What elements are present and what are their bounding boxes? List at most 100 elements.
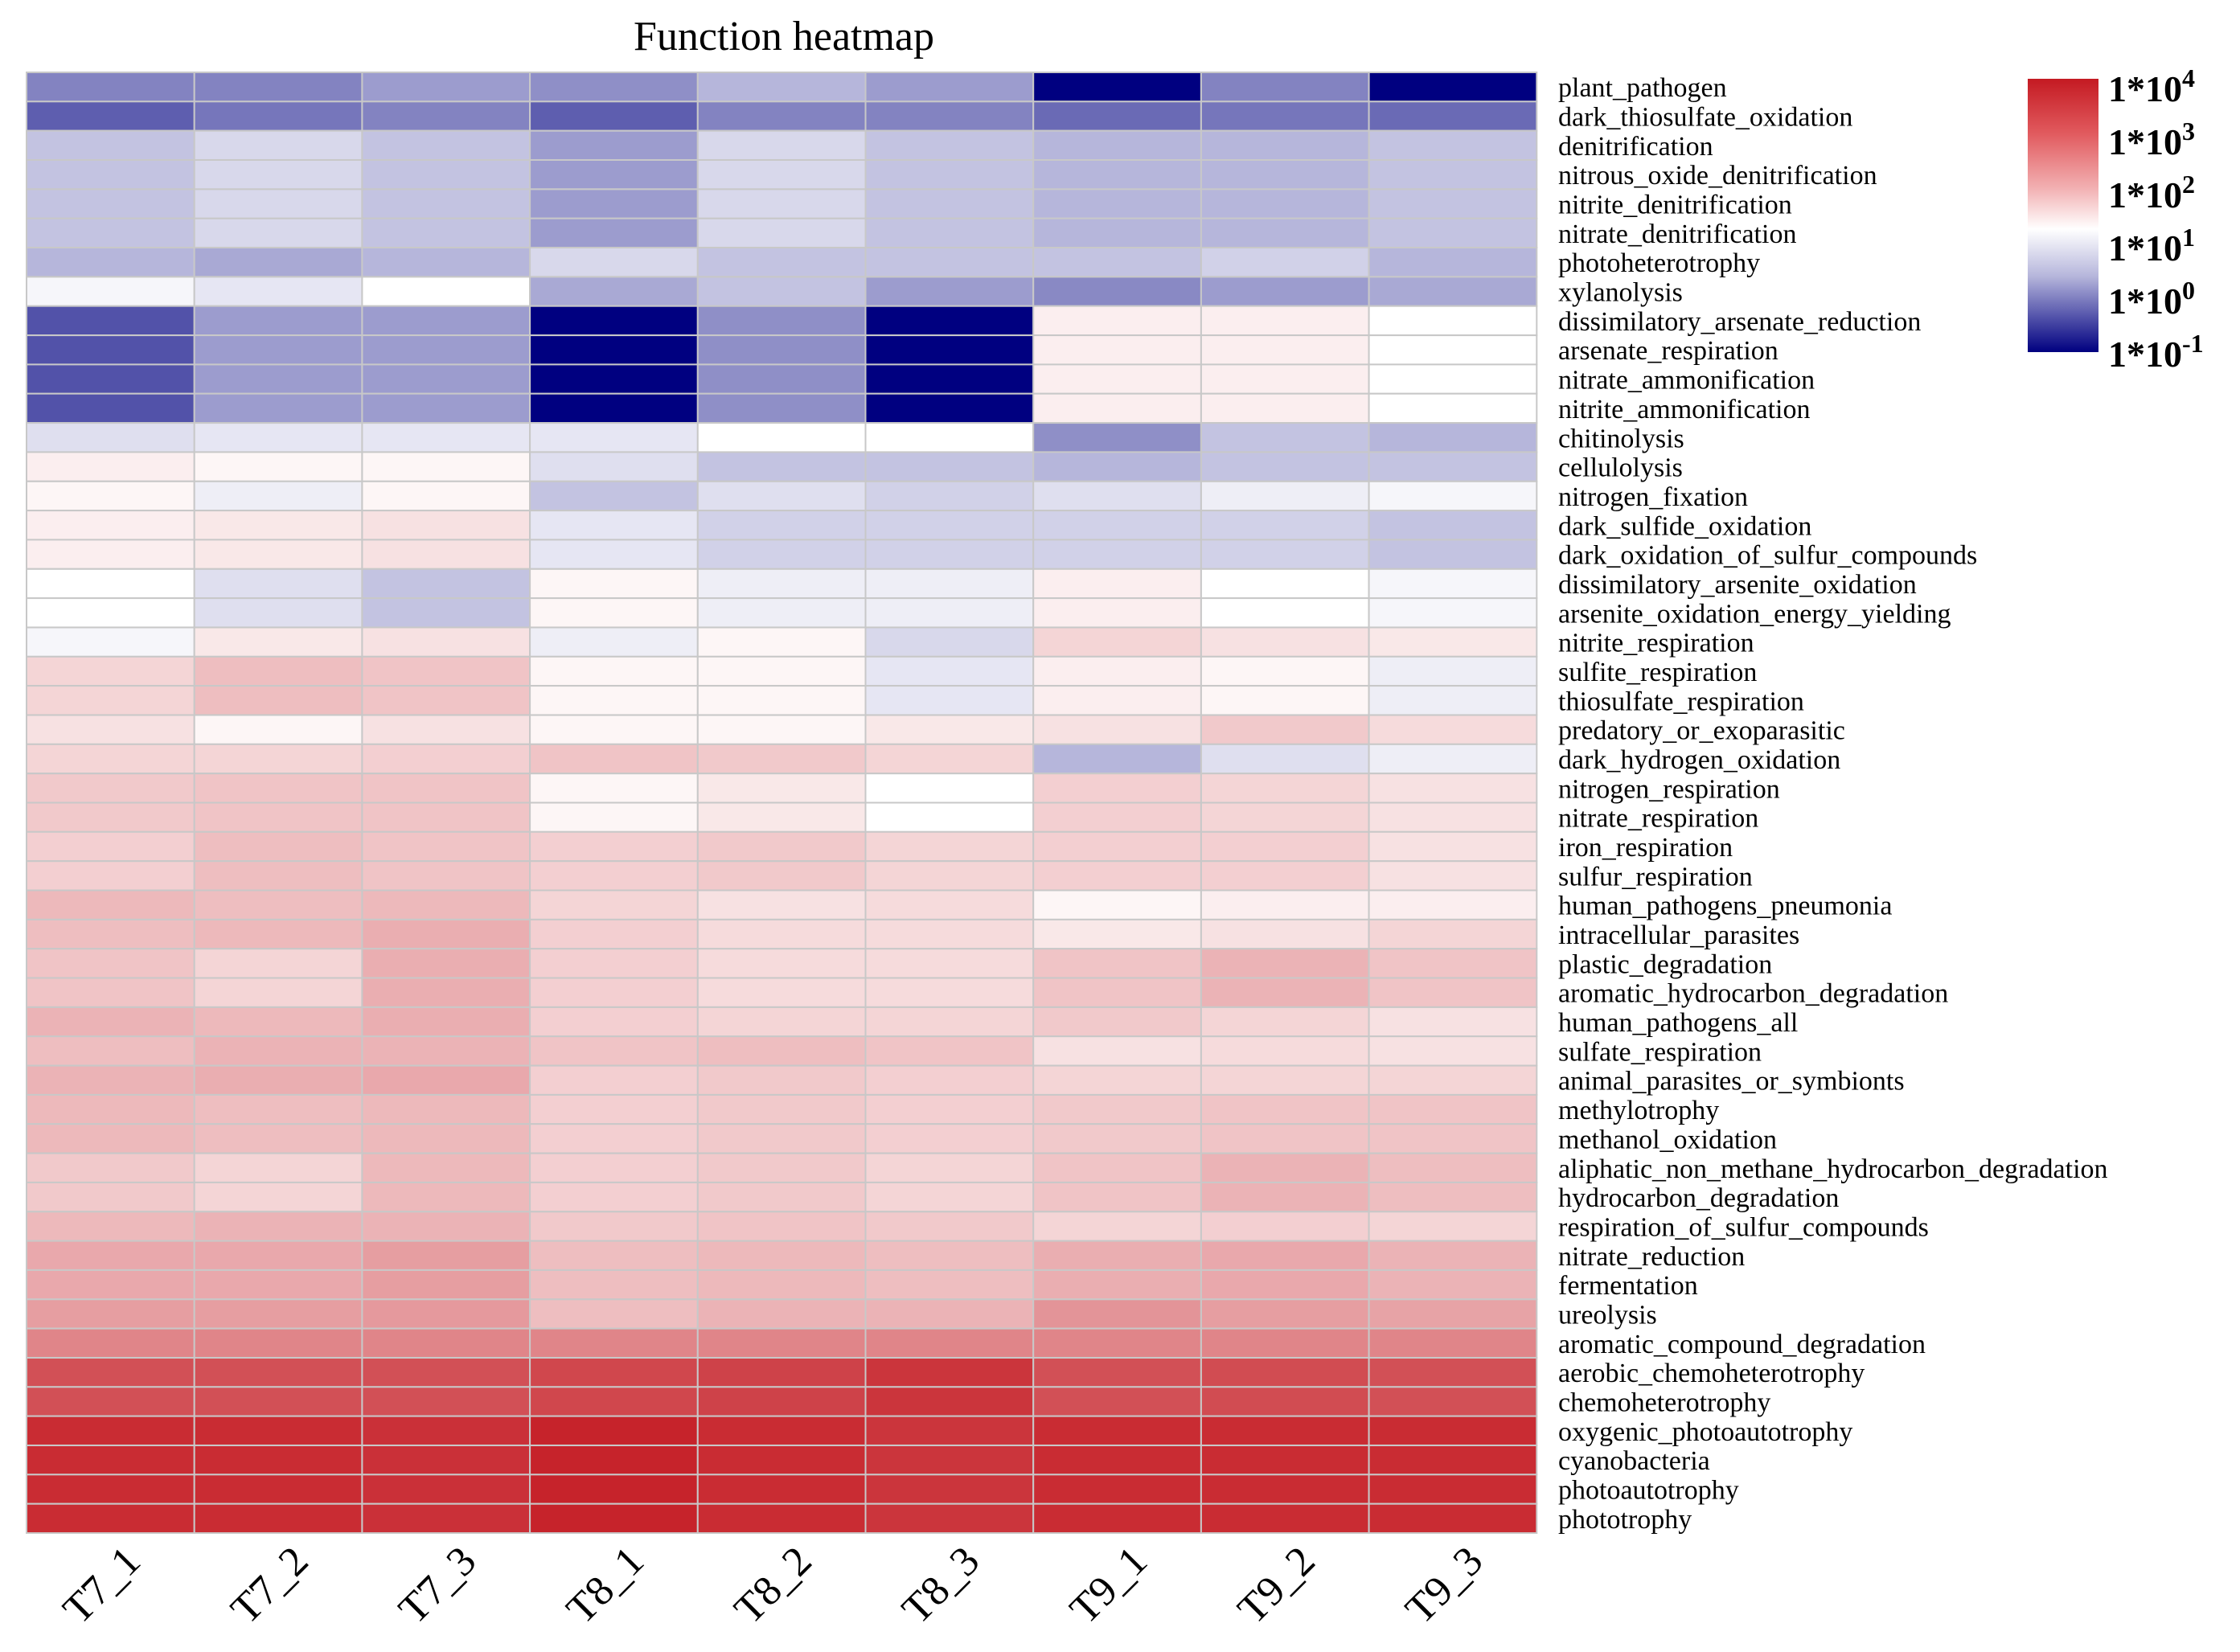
heatmap-cell (26, 1123, 195, 1154)
row-label: aerobic_chemoheterotrophy (1558, 1359, 1865, 1388)
heatmap-cell (696, 830, 867, 863)
heatmap-cell (1032, 1240, 1202, 1271)
heatmap-cell (1200, 1357, 1370, 1388)
heatmap-cell (26, 714, 195, 745)
heatmap-cell (193, 217, 363, 249)
heatmap-cell (864, 1123, 1035, 1154)
heatmap-cell (696, 480, 867, 512)
heatmap-cell (696, 1357, 867, 1388)
heatmap-cell (1368, 217, 1538, 249)
heatmap-cell (361, 977, 531, 1008)
heatmap-cell (361, 918, 531, 950)
heatmap-cell (26, 1152, 195, 1183)
heatmap-cell (193, 1445, 363, 1476)
heatmap-cell (1368, 568, 1538, 600)
heatmap-cell (1368, 1327, 1538, 1359)
heatmap-cell (193, 539, 363, 570)
heatmap-cell (529, 159, 699, 191)
heatmap-cell (193, 1269, 363, 1301)
heatmap-cell (1368, 392, 1538, 424)
heatmap-cell (529, 1327, 699, 1359)
heatmap-cell (1368, 1240, 1538, 1271)
row-label: nitrous_oxide_denitrification (1558, 161, 1877, 191)
row-label: human_pathogens_pneumonia (1558, 892, 1892, 921)
heatmap-cell (1368, 743, 1538, 775)
heatmap-cell (864, 363, 1035, 395)
heatmap-cell (193, 72, 363, 103)
heatmap-cell (361, 1327, 531, 1359)
heatmap-cell (361, 392, 531, 424)
heatmap-cell (529, 1181, 699, 1213)
heatmap-cell (26, 977, 195, 1008)
heatmap-cell (696, 451, 867, 482)
heatmap-cell (864, 685, 1035, 716)
row-label: dark_thiosulfate_oxidation (1558, 103, 1852, 133)
heatmap-cell (696, 1298, 867, 1330)
heatmap-cell (1368, 948, 1538, 979)
row-label: cyanobacteria (1558, 1446, 1710, 1476)
legend-tick-label: 1*101 (2108, 223, 2195, 269)
heatmap-cell (864, 100, 1035, 132)
legend-labels: 1*104 1*103 1*102 1*101 1*100 1*10-1 (2108, 64, 2204, 375)
column-label: T7_1 (55, 1538, 150, 1633)
heatmap-cell (193, 889, 363, 920)
row-label: intracellular_parasites (1558, 920, 1799, 950)
row-label: nitrate_respiration (1558, 804, 1758, 834)
heatmap-cell (696, 918, 867, 950)
heatmap-cell (529, 714, 699, 745)
heatmap-cell (193, 100, 363, 132)
heatmap-cell (696, 72, 867, 103)
heatmap-cell (26, 539, 195, 570)
heatmap-cell (1368, 480, 1538, 512)
heatmap-cell (529, 1357, 699, 1388)
heatmap-cell (696, 1502, 867, 1535)
heatmap-cell (193, 1181, 363, 1213)
heatmap-cell (1032, 948, 1202, 979)
heatmap-cell (1032, 1211, 1202, 1242)
heatmap-cell (193, 1064, 363, 1096)
heatmap-cell (1032, 655, 1202, 687)
heatmap-cell (1032, 1386, 1202, 1417)
heatmap-cell (1200, 334, 1370, 366)
heatmap-cell (696, 568, 867, 600)
heatmap-cell (864, 1445, 1035, 1476)
heatmap-cell (864, 830, 1035, 863)
legend-tick-label: 1*10-1 (2108, 329, 2204, 375)
column-label: T9_2 (1229, 1538, 1324, 1633)
heatmap-cell (26, 1211, 195, 1242)
heatmap-cell (864, 597, 1035, 629)
heatmap-cell (864, 626, 1035, 658)
row-label: photoheterotrophy (1558, 248, 1760, 278)
heatmap-cell (529, 539, 699, 570)
heatmap-cell (864, 1298, 1035, 1330)
heatmap-cell (1200, 1269, 1370, 1301)
heatmap-cell (193, 247, 363, 278)
heatmap-cell (1200, 1474, 1370, 1505)
row-label: sulfate_respiration (1558, 1037, 1762, 1067)
heatmap-cell (1200, 1006, 1370, 1038)
heatmap-cell (864, 743, 1035, 775)
heatmap-cell (1032, 305, 1202, 337)
heatmap-cell (1200, 392, 1370, 424)
heatmap-cell (1200, 714, 1370, 745)
legend-colorbar (2028, 79, 2098, 352)
heatmap-cell (193, 626, 363, 658)
heatmap-cell (361, 1474, 531, 1505)
heatmap-cell (864, 714, 1035, 745)
heatmap-cell (1200, 1035, 1370, 1067)
heatmap-cell (361, 685, 531, 716)
heatmap-cell (864, 1211, 1035, 1242)
heatmap-cell (1200, 129, 1370, 162)
heatmap-cell (1032, 217, 1202, 249)
heatmap-cell (361, 1357, 531, 1388)
heatmap-cell (26, 801, 195, 833)
row-label: ureolysis (1558, 1301, 1657, 1330)
heatmap-cell (529, 363, 699, 395)
heatmap-cell (696, 276, 867, 307)
heatmap-cell (26, 129, 195, 162)
heatmap-cell (1200, 889, 1370, 920)
heatmap-cell (1200, 977, 1370, 1008)
heatmap-cell (361, 451, 531, 482)
heatmap-cell (864, 539, 1035, 570)
heatmap-cell (1368, 1269, 1538, 1301)
